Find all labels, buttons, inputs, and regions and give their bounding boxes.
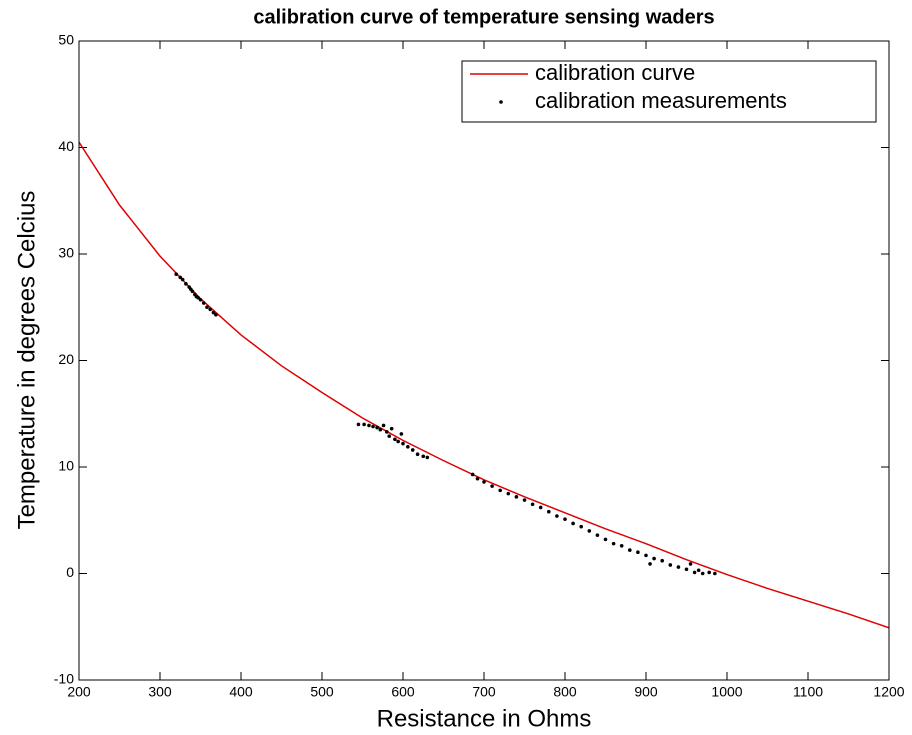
- point: [660, 558, 664, 563]
- legend-swatch: [499, 100, 503, 104]
- y-tick-label: 20: [58, 351, 74, 367]
- point: [676, 565, 681, 569]
- point: [371, 424, 375, 429]
- point: [713, 571, 717, 576]
- point: [636, 550, 640, 554]
- point: [401, 441, 405, 446]
- y-tick-label: 40: [58, 138, 74, 154]
- point: [688, 562, 693, 566]
- point: [530, 502, 535, 507]
- point: [184, 282, 188, 286]
- point: [396, 439, 400, 444]
- point: [587, 529, 592, 533]
- y-tick-label: 50: [58, 32, 74, 48]
- point: [611, 541, 616, 546]
- point: [563, 517, 567, 521]
- point: [211, 310, 216, 315]
- x-tick-label: 400: [229, 684, 253, 700]
- y-tick-label: 0: [66, 564, 74, 580]
- legend-box: [461, 60, 877, 123]
- x-tick-label: 800: [553, 684, 577, 700]
- chart-title: calibration curve of temperature sensing…: [253, 6, 714, 28]
- point: [506, 491, 511, 496]
- x-tick-label: 700: [472, 684, 496, 700]
- point: [684, 567, 689, 572]
- point: [399, 432, 404, 436]
- point: [538, 505, 543, 510]
- x-tick-label: 200: [67, 684, 91, 700]
- point: [381, 423, 386, 428]
- point: [367, 423, 371, 428]
- x-tick-label: 1100: [793, 684, 823, 700]
- point: [385, 430, 389, 434]
- y-tick-label: 10: [58, 458, 74, 474]
- point: [174, 272, 178, 277]
- point: [188, 287, 193, 291]
- point: [375, 425, 379, 430]
- point: [595, 533, 600, 537]
- x-tick-label: 900: [634, 684, 658, 700]
- point: [406, 444, 410, 449]
- point: [201, 301, 206, 305]
- legend-label: calibration measurements: [535, 88, 787, 113]
- point: [356, 422, 361, 427]
- legend-label: calibration curve: [535, 60, 695, 85]
- point: [415, 452, 420, 457]
- point: [644, 553, 648, 558]
- point: [389, 426, 394, 431]
- x-tick-label: 600: [391, 684, 415, 700]
- point: [498, 488, 503, 493]
- point: [378, 427, 383, 432]
- point: [668, 563, 673, 567]
- point: [696, 568, 701, 573]
- point: [214, 312, 218, 317]
- y-tick-label: -10: [54, 671, 74, 687]
- point: [555, 514, 559, 518]
- point: [362, 422, 366, 427]
- x-tick-label: 1200: [873, 684, 904, 700]
- curve: [79, 141, 889, 629]
- point: [194, 294, 199, 299]
- point: [180, 277, 185, 282]
- x-tick-label: 1000: [711, 684, 742, 700]
- point: [700, 571, 705, 576]
- point: [425, 455, 430, 460]
- point: [514, 495, 519, 499]
- point: [628, 548, 632, 552]
- point: [475, 476, 480, 481]
- y-axis-label: Temperature in degrees Celcius: [13, 191, 40, 530]
- y-tick-label: 30: [58, 245, 74, 261]
- point: [410, 448, 415, 452]
- point: [208, 307, 213, 312]
- x-tick-label: 300: [148, 684, 172, 700]
- point: [547, 509, 551, 514]
- point: [579, 524, 583, 529]
- point: [619, 544, 624, 548]
- point: [652, 556, 656, 561]
- plot-frame: [78, 40, 890, 681]
- point: [648, 562, 652, 566]
- point: [482, 480, 486, 484]
- point: [205, 305, 209, 310]
- point: [490, 484, 494, 488]
- point: [571, 521, 575, 526]
- x-axis-label: Resistance in Ohms: [377, 705, 592, 732]
- point: [603, 537, 608, 542]
- point: [393, 437, 397, 442]
- point: [198, 297, 203, 302]
- point: [178, 275, 183, 280]
- point: [522, 498, 527, 502]
- point: [470, 472, 475, 477]
- point: [387, 434, 392, 438]
- point: [421, 454, 426, 459]
- point: [692, 570, 697, 575]
- x-tick-label: 500: [310, 684, 334, 700]
- point: [707, 570, 711, 575]
